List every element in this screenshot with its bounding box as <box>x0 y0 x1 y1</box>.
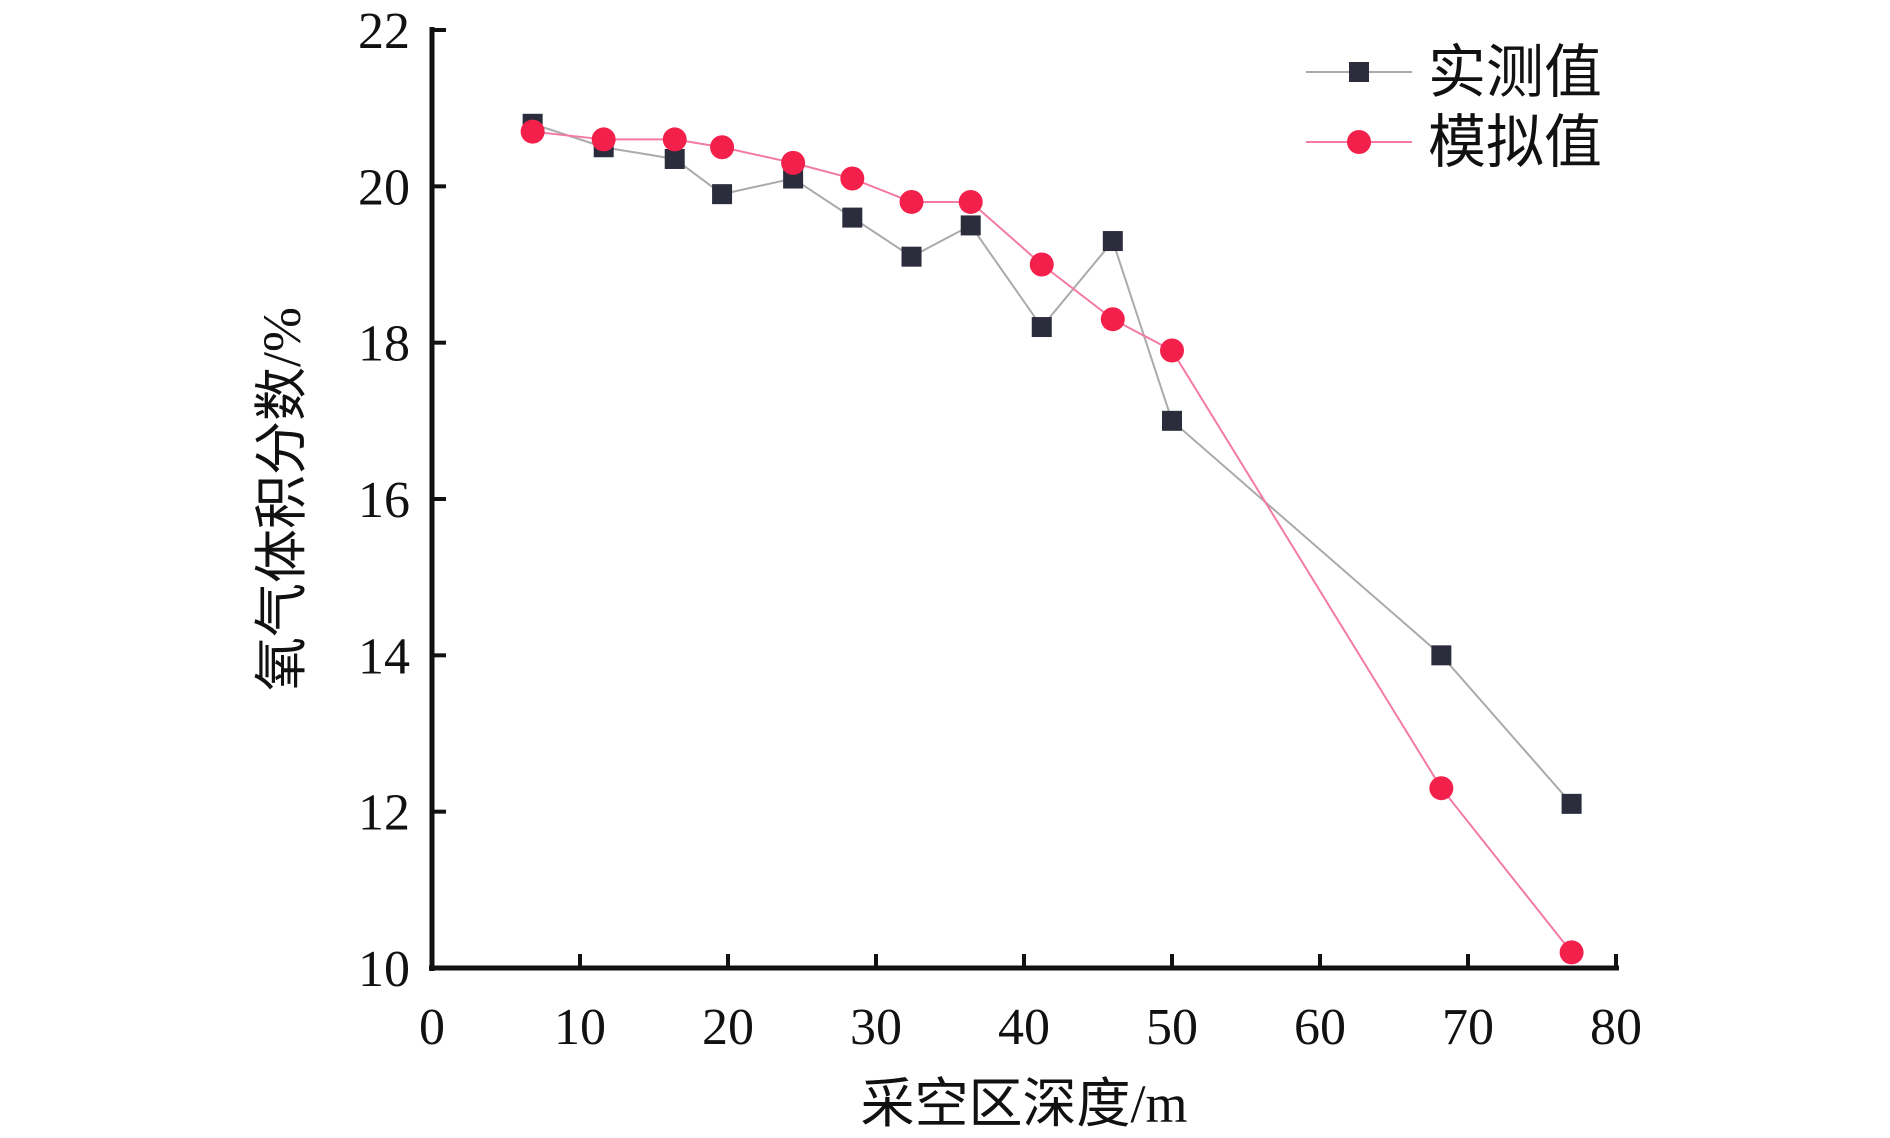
data-point-square <box>1102 231 1123 252</box>
x-tick-label: 80 <box>1590 999 1642 1056</box>
x-tick-label: 10 <box>554 999 606 1056</box>
data-point-circle <box>1559 940 1584 965</box>
y-tick-label: 22 <box>358 3 410 60</box>
x-tick-label: 0 <box>419 999 445 1056</box>
series-line-0 <box>532 122 1573 805</box>
data-point-square <box>960 215 981 236</box>
data-point-circle <box>840 166 865 191</box>
data-point-circle <box>520 119 545 144</box>
x-tick-label: 50 <box>1146 999 1198 1056</box>
data-point-circle <box>958 189 983 214</box>
y-tick-label: 12 <box>358 785 410 842</box>
legend-square-marker <box>1349 62 1369 82</box>
x-tick-label: 20 <box>702 999 754 1056</box>
x-axis-label: 采空区深度/m <box>860 1074 1187 1134</box>
data-point-circle <box>1029 252 1054 277</box>
y-tick-label: 20 <box>358 159 410 216</box>
data-point-square <box>712 184 733 205</box>
y-tick-label: 10 <box>358 941 410 998</box>
legend-label: 模拟值 <box>1428 110 1602 175</box>
legend-circle-marker <box>1347 130 1371 154</box>
data-point-square <box>1162 410 1182 431</box>
x-tick-label: 70 <box>1442 999 1494 1056</box>
series-line-1 <box>532 130 1573 953</box>
y-axis-label: 氧气体积分数/% <box>252 307 312 691</box>
data-point-square <box>842 207 863 228</box>
data-point-circle <box>662 127 687 152</box>
y-tick-label: 18 <box>358 316 410 373</box>
data-point-square <box>1031 317 1052 338</box>
y-tick-label: 14 <box>358 628 410 685</box>
data-point-circle <box>899 189 924 214</box>
data-point-circle <box>710 135 735 160</box>
data-point-square <box>1431 645 1452 666</box>
data-point-square <box>901 246 922 267</box>
data-point-circle <box>1100 307 1125 332</box>
series-layer <box>520 113 1584 965</box>
x-tick-label: 30 <box>850 999 902 1056</box>
data-point-square <box>664 148 685 169</box>
data-point-square <box>1561 793 1582 814</box>
data-point-circle <box>781 150 806 175</box>
y-tick-label: 16 <box>358 472 410 529</box>
legend-label: 实测值 <box>1428 40 1602 105</box>
data-point-circle <box>1429 776 1454 801</box>
data-point-circle <box>1160 338 1184 363</box>
data-point-circle <box>591 127 616 152</box>
x-tick-label: 60 <box>1294 999 1346 1056</box>
x-tick-label: 40 <box>998 999 1050 1056</box>
